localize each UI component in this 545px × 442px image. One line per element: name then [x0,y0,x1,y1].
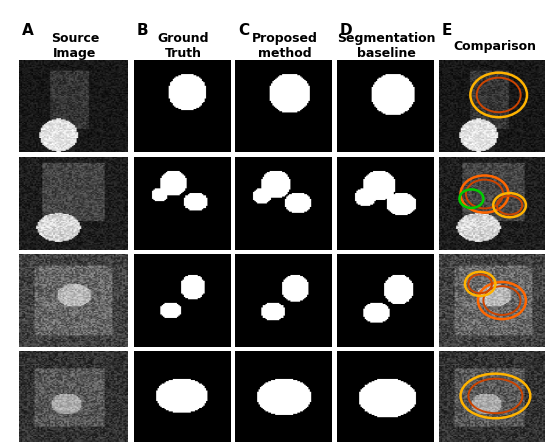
Text: B: B [136,23,148,38]
Text: Ground
Truth: Ground Truth [158,32,209,61]
Text: Proposed
method: Proposed method [252,32,318,61]
Text: D: D [340,23,353,38]
Text: C: C [238,23,249,38]
Text: E: E [441,23,452,38]
Text: Source
Image: Source Image [51,32,99,61]
Text: A: A [22,23,34,38]
Text: Segmentation
baseline: Segmentation baseline [337,32,436,61]
Text: Comparison: Comparison [453,40,536,53]
